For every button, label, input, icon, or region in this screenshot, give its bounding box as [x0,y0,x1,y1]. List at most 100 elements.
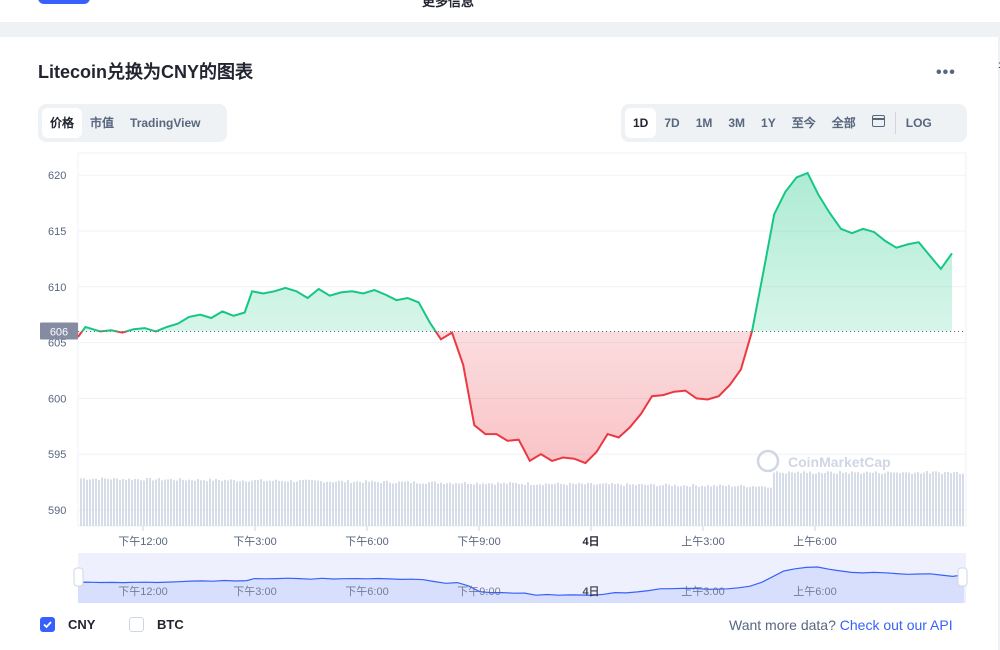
volume-bar [425,483,427,526]
legend-btc[interactable]: BTC [129,617,184,632]
volume-bar [491,483,493,526]
navigator[interactable]: 下午12:00 下午3:00 下午6:00 下午9:00 4日 上午3:00 上午6:00 [73,553,968,603]
checkbox-btc[interactable] [129,617,144,632]
volume-bar [176,480,178,526]
navigator-tick-label: 上午6:00 [793,585,836,598]
volume-bar [725,486,727,526]
volume-bar [230,479,232,526]
volume-bar [620,484,622,526]
range-all[interactable]: 全部 [831,116,856,130]
x-tick-label: 下午6:00 [345,535,388,548]
volume-bar [227,480,229,526]
volume-bar [860,473,862,526]
tab-price[interactable]: 价格 [42,108,83,138]
volume-bar [824,473,826,526]
volume-bar [371,480,373,526]
volume-bar [710,486,712,526]
volume-bar [194,480,196,526]
volume-bar [275,479,277,526]
volume-bar [83,478,85,526]
volume-bar [605,483,607,526]
volume-bar [914,472,916,526]
tab-market-cap[interactable]: 市值 [90,116,115,130]
volume-bar [173,480,175,526]
volume-bar [443,483,445,526]
navigator-handle-right[interactable] [957,567,968,587]
volume-bar [548,483,550,526]
volume-bar [959,473,961,526]
tab-tradingview[interactable]: TradingView [130,116,201,130]
range-1y[interactable]: 1Y [761,116,776,130]
price-line-up [80,171,953,332]
volume-bar [704,486,706,526]
volume-bar [311,480,313,526]
volume-bar [632,484,634,526]
volume-bar [482,483,484,526]
volume-bar [233,479,235,526]
y-tick-label: 595 [48,449,66,461]
volume-bar [263,481,265,526]
volume-bar [287,481,289,526]
volume-bar [566,485,568,526]
volume-bar [209,478,211,526]
volume-bar [353,482,355,526]
volume-bar [539,484,541,526]
volume-bar [380,483,382,526]
volume-bar [935,471,937,526]
range-ytd[interactable]: 至今 [791,116,816,130]
primary-button[interactable] [38,0,90,4]
volume-bar [197,479,199,526]
volume-bar [665,483,667,526]
range-1m[interactable]: 1M [695,116,713,130]
watermark: CoinMarketCap [756,449,891,473]
volume-bar [521,483,523,526]
volume-bar [398,481,400,526]
volume-bar [206,481,208,526]
volume-bar [374,481,376,526]
volume-bar [536,484,538,526]
range-1d[interactable]: 1D [625,108,657,138]
volume-bar [932,471,934,526]
volume-bar [323,482,325,526]
x-tick-label: 4日 [582,535,599,548]
volume-bar [161,480,163,526]
more-horizontal-icon[interactable]: ••• [936,64,956,81]
volume-bar [410,483,412,526]
volume-bar [695,485,697,526]
legend-cny[interactable]: CNY [40,617,95,632]
volume-bar [623,485,625,526]
volume-bar [662,485,664,526]
volume-bar [191,480,193,526]
volume-bar [92,478,94,526]
range-7d[interactable]: 7D [664,116,680,130]
range-3m[interactable]: 3M [728,116,746,130]
navigator-handle-left[interactable] [73,567,84,587]
volume-bar [899,473,901,526]
volume-bar [224,479,226,526]
checkbox-cny[interactable] [40,617,55,632]
volume-bar [851,471,853,526]
volume-bar [131,480,133,526]
volume-bar [602,483,604,526]
volume-bar [836,473,838,526]
legend-label-cny: CNY [68,617,96,632]
volume-bar [905,472,907,526]
volume-bar [242,480,244,526]
api-link[interactable]: Check out our API [839,617,953,633]
x-tick-label: 上午6:00 [793,535,836,548]
log-toggle[interactable]: LOG [905,116,932,130]
volume-bar [683,485,685,526]
more-info-link[interactable]: 更多信息 [422,0,475,9]
calendar-button[interactable] [864,108,893,138]
volume-bar [518,484,520,526]
volume-bar [416,483,418,526]
volume-bar [674,484,676,526]
volume-bar [761,486,763,526]
volume-bar [593,484,595,526]
volume-bar [122,478,124,526]
volume-bar [635,485,637,526]
volume-bar [908,472,910,526]
navigator-line [77,566,965,597]
api-promo-text: Want more data? [729,617,836,633]
volume-bar [947,472,949,526]
